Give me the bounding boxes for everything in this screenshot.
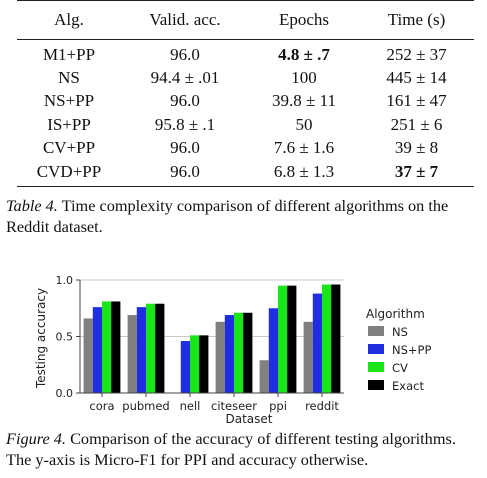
table-cell-epochs: 39.8 ± 11	[272, 91, 336, 111]
x-axis-label: Dataset	[226, 412, 273, 426]
header-time: Time (s)	[359, 0, 474, 40]
bar-cv-ppi	[278, 285, 288, 393]
legend-swatch	[368, 362, 384, 372]
y-tick-label: 0.0	[56, 387, 74, 400]
table-row: NS 94.4 ± .01 100 445 ± 14	[17, 66, 474, 89]
table-cell-epochs: 50	[295, 114, 313, 134]
table-caption: Table 4. Time complexity comparison of d…	[6, 195, 482, 237]
table-row: CV+PP 96.0 7.6 ± 1.6 39 ± 8	[17, 137, 474, 160]
figure-caption: Figure 4. Comparison of the accuracy of …	[6, 428, 482, 470]
legend-label: NS	[392, 325, 408, 339]
bar-exact-ppi	[287, 285, 297, 393]
table-cell-epochs: 6.8 ± 1.3	[249, 159, 359, 188]
table-cell-alg: NS	[58, 68, 80, 88]
bar-exact-reddit	[331, 284, 341, 393]
bar-ns-citeseer	[215, 321, 225, 393]
table-cell-time: 161 ± 47	[386, 91, 447, 111]
figure-caption-lead: Figure 4.	[6, 429, 66, 448]
legend-swatch	[368, 380, 384, 390]
bar-exact-nell	[199, 335, 209, 393]
legend-label: NS+PP	[392, 343, 431, 357]
table-cell-acc: 96.0	[170, 91, 200, 111]
table-cell-acc: 94.4 ± .01	[150, 68, 220, 88]
table-cell-time: 445 ± 14	[386, 68, 447, 88]
legend: Algorithm NS NS+PP CV Exact	[366, 307, 431, 393]
accuracy-bar-chart: 0.0 0.5 1.0 cora pubmed nell citeseer ppi reddi…	[34, 274, 431, 426]
x-tick-label: reddit	[305, 399, 339, 413]
table-cell-epochs: 4.8 ± .7	[278, 44, 330, 64]
table-row: M1+PP 96.0 4.8 ± .7 252 ± 37	[17, 40, 474, 67]
bar-exact-pubmed	[155, 303, 165, 393]
bar-cv-pubmed	[146, 303, 156, 393]
table-header-row: Alg. Valid. acc. Epochs Time (s)	[17, 0, 474, 40]
legend-title: Algorithm	[366, 307, 425, 321]
table-cell-epochs: 100	[291, 68, 317, 88]
bar-ns-pubmed	[127, 315, 137, 393]
bar-exact-cora	[111, 301, 121, 393]
legend-label: Exact	[392, 379, 424, 393]
table-row: CVD+PP 96.0 6.8 ± 1.3 37 ± 7	[17, 159, 474, 188]
bar-ns-pppp-nell	[180, 341, 190, 393]
y-tick-label: 0.5	[56, 331, 74, 344]
bar-cv-nell	[190, 335, 200, 393]
table-cell-time: 251 ± 6	[390, 114, 443, 134]
bar-cv-cora	[102, 301, 112, 393]
table-cell-time: 39 ± 8	[394, 138, 439, 158]
legend-label: CV	[392, 361, 408, 375]
x-tick-label: pubmed	[122, 399, 169, 413]
results-table: Alg. Valid. acc. Epochs Time (s) M1+PP 96…	[17, 0, 474, 188]
table-cell-alg: CV+PP	[42, 138, 96, 158]
bar-ns-reddit	[303, 321, 313, 393]
legend-swatch	[368, 326, 384, 336]
header-epochs: Epochs	[249, 0, 359, 40]
table-cell-alg: M1+PP	[42, 44, 96, 64]
figure-caption-text: Comparison of the accuracy of different …	[6, 429, 456, 469]
bar-ns-pppp-cora	[92, 307, 102, 393]
table-cell-time: 252 ± 37	[386, 44, 447, 64]
table-cell-acc: 96.0	[170, 138, 200, 158]
bar-cv-reddit	[322, 284, 332, 393]
table-cell-epochs: 7.6 ± 1.6	[273, 138, 335, 158]
bar-ns-pppp-citeseer	[224, 315, 234, 393]
x-tick-label: nell	[180, 399, 201, 413]
table-cell-acc: 96.0	[170, 44, 200, 64]
y-axis-label: Testing accuracy	[34, 288, 48, 389]
table-cell-time: 37 ± 7	[359, 159, 474, 188]
table-cell-acc: 96.0	[121, 159, 249, 188]
header-alg: Alg.	[17, 0, 121, 40]
table-cell-alg: IS+PP	[47, 114, 91, 134]
bar-ns-ppi	[259, 360, 269, 393]
plot-area	[80, 279, 344, 394]
bar-ns-pppp-pubmed	[136, 307, 146, 393]
legend-swatch	[368, 344, 384, 354]
table-row: IS+PP 95.8 ± .1 50 251 ± 6	[17, 113, 474, 136]
y-tick-label: 1.0	[56, 274, 74, 287]
x-tick-label: cora	[89, 399, 114, 413]
table-cell-acc: 95.8 ± .1	[154, 114, 216, 134]
table-row: NS+PP 96.0 39.8 ± 11 161 ± 47	[17, 90, 474, 113]
x-tick-label: ppi	[269, 399, 287, 413]
table-cell-alg: CVD+PP	[17, 159, 121, 188]
bar-exact-citeseer	[243, 312, 253, 393]
bar-ns-pppp-reddit	[312, 293, 322, 393]
table-body: M1+PP 96.0 4.8 ± .7 252 ± 37 NS 94.4 ± .01 100…	[17, 40, 474, 188]
table-cell-alg: NS+PP	[43, 91, 95, 111]
x-tick-label: citeseer	[211, 399, 257, 413]
x-axis: cora pubmed nell citeseer ppi reddit	[80, 392, 344, 413]
table-caption-text: Time complexity comparison of different …	[6, 196, 449, 236]
y-axis: 0.0 0.5 1.0	[56, 274, 81, 400]
bar-ns-pppp-ppi	[268, 308, 278, 393]
bar-cv-citeseer	[234, 312, 244, 393]
header-acc: Valid. acc.	[121, 0, 249, 40]
bar-ns-cora	[83, 318, 93, 393]
table-caption-lead: Table 4.	[6, 196, 58, 215]
